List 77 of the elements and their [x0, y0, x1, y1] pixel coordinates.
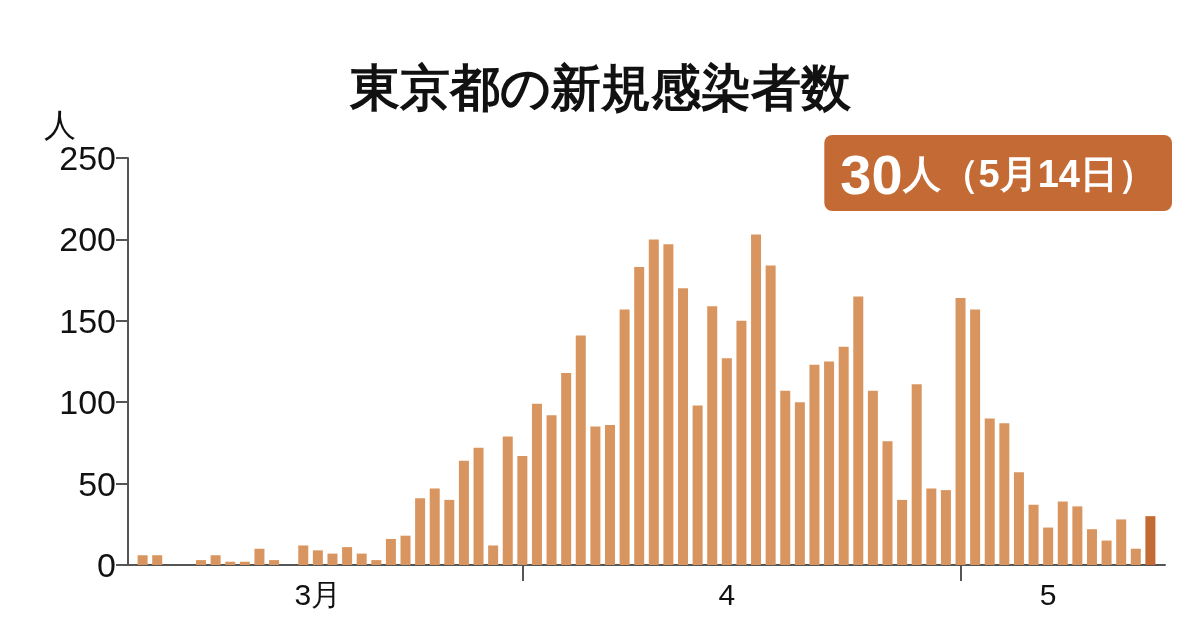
bar — [561, 372, 572, 565]
bar — [254, 548, 265, 565]
bar — [400, 535, 411, 565]
bar — [458, 460, 469, 565]
bar — [721, 358, 732, 565]
bar — [488, 545, 499, 565]
bar — [678, 288, 689, 565]
annotation: 30人（5月14日） — [840, 142, 1156, 206]
bar — [371, 560, 382, 565]
y-tick-label: 200 — [59, 220, 116, 259]
bar — [137, 555, 148, 565]
bar — [473, 447, 484, 565]
bar — [1013, 472, 1024, 565]
bar — [1130, 548, 1141, 565]
bar — [780, 390, 791, 565]
bar — [867, 390, 878, 565]
bar — [648, 239, 659, 565]
bar — [794, 402, 805, 565]
y-tick-label: 100 — [59, 383, 116, 422]
bar — [1086, 529, 1097, 565]
bar — [619, 309, 630, 565]
bar — [429, 488, 440, 565]
bar — [940, 490, 951, 565]
bar — [1072, 506, 1083, 565]
bar — [911, 384, 922, 565]
bar — [356, 553, 367, 565]
x-tick-label: 3月 — [294, 577, 342, 611]
bar — [517, 455, 528, 565]
bar — [809, 364, 820, 565]
bar — [970, 309, 981, 565]
bar — [1145, 516, 1156, 565]
bar — [590, 426, 601, 565]
bar — [897, 499, 908, 565]
x-tick-label: 4 — [718, 577, 736, 611]
y-tick-label: 50 — [78, 464, 116, 503]
bar — [269, 560, 280, 565]
x-tick-label: 5 — [1039, 577, 1057, 611]
bar — [196, 560, 207, 565]
bar — [955, 298, 966, 565]
bar — [882, 441, 893, 565]
bar — [546, 415, 557, 565]
bar — [853, 296, 864, 565]
bar — [1043, 527, 1054, 565]
bar — [575, 335, 586, 565]
bar — [1057, 501, 1068, 565]
bar — [765, 265, 776, 565]
bar — [152, 555, 163, 565]
bar — [531, 403, 542, 565]
bar — [327, 553, 338, 565]
bar — [634, 267, 645, 565]
bar — [736, 320, 747, 565]
bar — [751, 234, 762, 565]
bar — [824, 361, 835, 565]
bar — [1101, 540, 1112, 565]
bar — [342, 547, 353, 565]
bar — [926, 488, 937, 565]
bar — [444, 499, 455, 565]
bar — [385, 538, 396, 565]
y-tick-label: 0 — [97, 546, 116, 584]
bar — [1116, 519, 1127, 565]
bar — [984, 418, 995, 565]
bar — [707, 306, 718, 565]
bar — [502, 436, 513, 565]
chart-title: 東京都の新規感染者数 — [348, 60, 852, 116]
bar — [225, 561, 236, 565]
bar — [415, 498, 426, 565]
bar — [239, 561, 250, 565]
bar — [298, 545, 309, 565]
y-tick-label: 150 — [59, 301, 116, 340]
bar — [838, 346, 849, 565]
bar — [1028, 504, 1039, 565]
bar — [604, 424, 615, 565]
bar — [692, 405, 703, 565]
bar — [999, 423, 1010, 565]
bar — [210, 555, 221, 565]
bar — [312, 550, 323, 565]
bar — [663, 244, 674, 565]
